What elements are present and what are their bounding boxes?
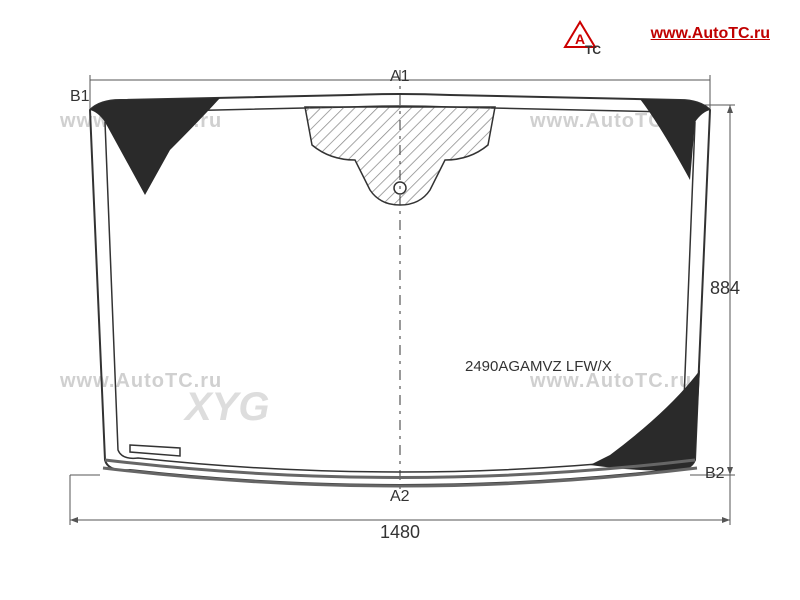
label-b2: B2 (705, 465, 725, 483)
label-a2: A2 (390, 488, 410, 506)
part-number-label: 2490AGAMVZ LFW/X (465, 358, 612, 375)
windshield-diagram: XYG B1 A1 B2 A2 2490AGAMVZ LFW/X 884 148… (50, 50, 750, 550)
label-a1: A1 (390, 68, 410, 86)
svg-text:A: A (575, 31, 585, 47)
source-url: www.AutoTC.ru (651, 25, 770, 43)
svg-text:XYG: XYG (183, 385, 269, 429)
dimension-height: 884 (710, 278, 740, 299)
dimension-width: 1480 (380, 522, 420, 543)
label-b1: B1 (70, 88, 90, 106)
